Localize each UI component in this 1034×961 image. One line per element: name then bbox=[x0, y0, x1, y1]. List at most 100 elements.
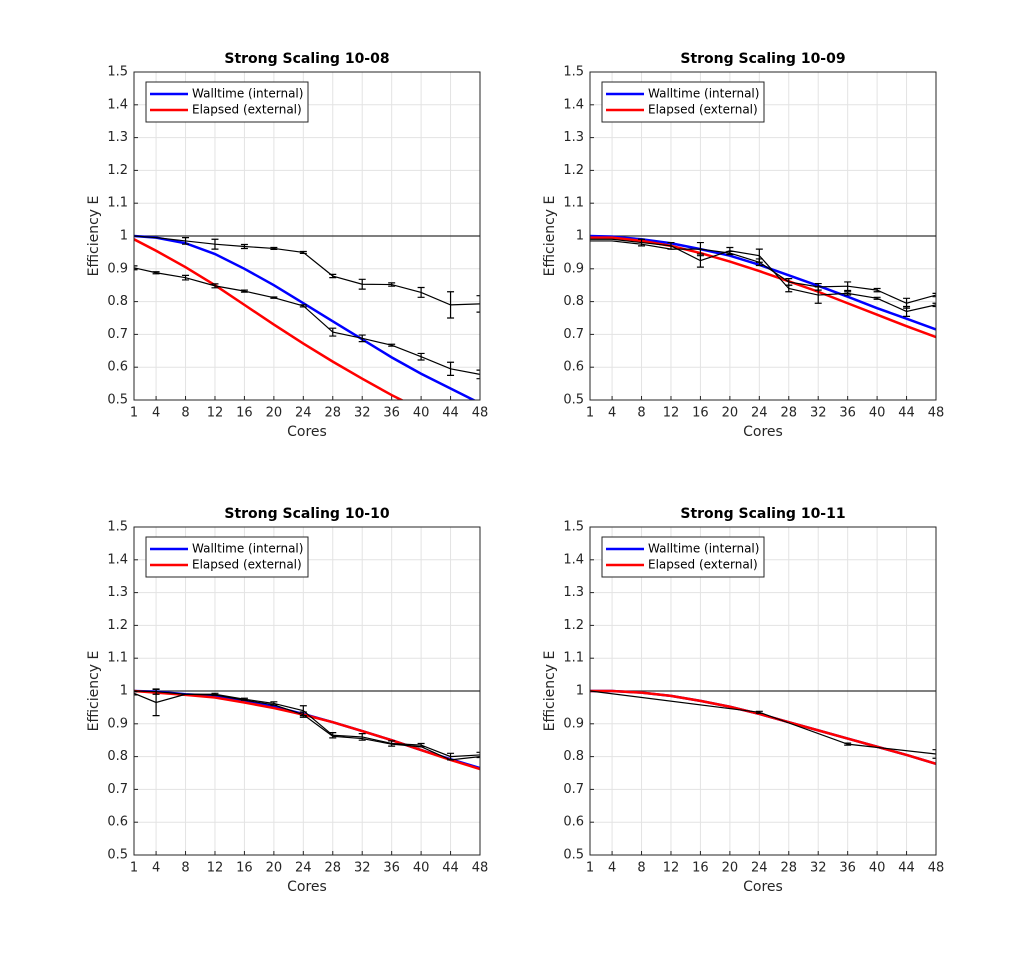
error-bar bbox=[726, 250, 734, 256]
y-tick-label: 1.3 bbox=[563, 585, 584, 600]
y-tick-label: 1.4 bbox=[563, 97, 584, 112]
y-tick-label: 0.9 bbox=[107, 261, 128, 276]
x-tick-label: 48 bbox=[928, 406, 945, 421]
x-tick-label: 48 bbox=[472, 406, 489, 421]
y-tick-label: 0.7 bbox=[563, 782, 584, 797]
y-tick-label: 1.5 bbox=[107, 520, 128, 535]
x-tick-label: 44 bbox=[442, 406, 459, 421]
y-tick-label: 0.6 bbox=[107, 815, 128, 830]
y-axis-label: Efficiency E bbox=[542, 196, 558, 277]
y-tick-label: 1.4 bbox=[107, 552, 128, 567]
x-tick-label: 24 bbox=[295, 861, 312, 876]
x-tick-label: 4 bbox=[608, 406, 616, 421]
x-axis-label: Cores bbox=[287, 879, 327, 895]
x-tick-label: 8 bbox=[181, 406, 189, 421]
x-tick-label: 36 bbox=[383, 406, 400, 421]
y-tick-label: 1.1 bbox=[563, 651, 584, 666]
x-tick-label: 16 bbox=[692, 861, 709, 876]
y-tick-label: 0.6 bbox=[107, 360, 128, 375]
legend-label: Elapsed (external) bbox=[192, 103, 302, 117]
x-tick-label: 44 bbox=[898, 406, 915, 421]
y-tick-label: 1 bbox=[120, 684, 128, 699]
error-bar bbox=[476, 369, 480, 380]
legend-label: Walltime (internal) bbox=[648, 87, 759, 101]
series-line bbox=[590, 690, 936, 755]
x-tick-label: 12 bbox=[663, 861, 680, 876]
x-tick-label: 12 bbox=[663, 406, 680, 421]
legend-label: Walltime (internal) bbox=[192, 87, 303, 101]
y-tick-label: 1.1 bbox=[107, 651, 128, 666]
x-tick-label: 40 bbox=[413, 861, 430, 876]
error-bar bbox=[447, 361, 455, 376]
error-bar bbox=[417, 352, 425, 361]
x-tick-label: 1 bbox=[130, 861, 138, 876]
x-tick-label: 36 bbox=[383, 861, 400, 876]
x-tick-label: 8 bbox=[637, 861, 645, 876]
y-tick-label: 0.5 bbox=[563, 848, 584, 863]
x-tick-label: 40 bbox=[413, 406, 430, 421]
error-bar bbox=[358, 278, 366, 290]
y-tick-label: 0.5 bbox=[107, 848, 128, 863]
error-bar bbox=[270, 296, 278, 299]
error-bar bbox=[755, 258, 763, 267]
x-tick-label: 8 bbox=[181, 861, 189, 876]
error-bar bbox=[785, 278, 793, 286]
legend-label: Elapsed (external) bbox=[648, 558, 758, 572]
y-tick-label: 0.9 bbox=[563, 716, 584, 731]
error-bar bbox=[240, 243, 248, 250]
y-tick-label: 1.4 bbox=[107, 97, 128, 112]
y-tick-label: 1.2 bbox=[107, 163, 128, 178]
error-bar bbox=[417, 286, 425, 298]
error-bar bbox=[844, 281, 852, 292]
x-tick-label: 28 bbox=[780, 406, 797, 421]
y-tick-label: 1.3 bbox=[107, 585, 128, 600]
legend-label: Elapsed (external) bbox=[192, 558, 302, 572]
y-tick-label: 1.2 bbox=[107, 618, 128, 633]
error-bar bbox=[447, 291, 455, 319]
x-tick-label: 24 bbox=[295, 406, 312, 421]
error-bar bbox=[932, 292, 936, 298]
error-bar bbox=[755, 710, 763, 714]
x-tick-label: 16 bbox=[236, 406, 253, 421]
error-bar bbox=[814, 282, 822, 291]
x-axis-label: Cores bbox=[743, 879, 783, 895]
legend-label: Walltime (internal) bbox=[648, 542, 759, 556]
y-tick-label: 0.6 bbox=[563, 360, 584, 375]
x-tick-label: 4 bbox=[152, 406, 160, 421]
y-tick-label: 1 bbox=[576, 684, 584, 699]
x-tick-label: 32 bbox=[810, 861, 827, 876]
legend-box bbox=[601, 536, 765, 578]
y-tick-label: 1 bbox=[576, 229, 584, 244]
error-bar bbox=[844, 742, 852, 746]
y-tick-label: 0.7 bbox=[563, 327, 584, 342]
axes-box bbox=[133, 526, 481, 856]
x-axis-label: Cores bbox=[743, 424, 783, 440]
error-bar bbox=[932, 749, 936, 759]
y-tick-label: 0.8 bbox=[563, 294, 584, 309]
y-tick-label: 0.9 bbox=[107, 716, 128, 731]
legend-label: Elapsed (external) bbox=[648, 103, 758, 117]
x-tick-label: 8 bbox=[637, 406, 645, 421]
error-bar bbox=[240, 289, 248, 293]
y-tick-label: 0.8 bbox=[107, 749, 128, 764]
y-tick-label: 0.7 bbox=[107, 327, 128, 342]
error-bar bbox=[358, 334, 366, 343]
legend-box bbox=[145, 81, 309, 123]
error-bar bbox=[329, 273, 337, 279]
error-bar bbox=[844, 291, 852, 296]
y-tick-label: 1.3 bbox=[563, 130, 584, 145]
chart-title: Strong Scaling 10-10 bbox=[224, 506, 389, 522]
x-tick-label: 48 bbox=[928, 861, 945, 876]
x-axis-label: Cores bbox=[287, 424, 327, 440]
error-bar bbox=[388, 740, 396, 747]
error-bar bbox=[152, 688, 160, 695]
error-bar bbox=[476, 295, 480, 313]
x-tick-label: 16 bbox=[236, 861, 253, 876]
error-bar bbox=[329, 732, 337, 739]
x-tick-label: 32 bbox=[810, 406, 827, 421]
x-tick-label: 44 bbox=[442, 861, 459, 876]
y-axis-label: Efficiency E bbox=[86, 196, 102, 277]
y-axis-label: Efficiency E bbox=[542, 651, 558, 732]
x-tick-label: 48 bbox=[472, 861, 489, 876]
error-bar bbox=[299, 304, 307, 308]
